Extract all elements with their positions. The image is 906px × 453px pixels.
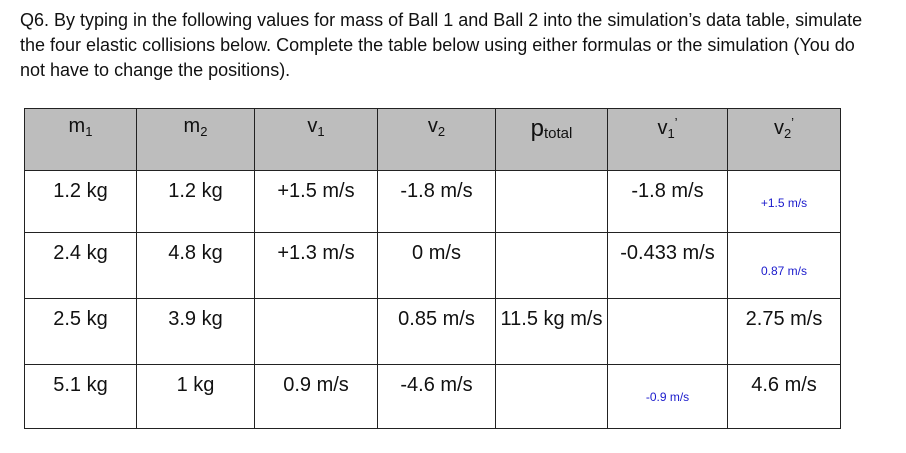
cell-v2: 0.85 m/s bbox=[377, 298, 496, 365]
cell-v1-prime: -1.8 m/s bbox=[607, 170, 728, 233]
collision-table: m1 m2 v1 v2 ptotal v1’ v2’ 1.2 kg 1.2 kg… bbox=[24, 108, 841, 429]
cell-m1: 2.5 kg bbox=[24, 298, 137, 365]
header-v1-prime: v1’ bbox=[607, 108, 728, 171]
cell-v2-prime: 0.87 m/s bbox=[727, 232, 841, 299]
header-v2-prime: v2’ bbox=[727, 108, 841, 171]
cell-v1-prime: -0.9 m/s bbox=[607, 364, 728, 429]
cell-v2: 0 m/s bbox=[377, 232, 496, 299]
answer-v2-prime: +1.5 m/s bbox=[760, 196, 808, 210]
answer-v1-prime: -0.9 m/s bbox=[645, 390, 690, 404]
cell-v2-prime: 2.75 m/s bbox=[727, 298, 841, 365]
question-text: Q6. By typing in the following values fo… bbox=[20, 10, 863, 80]
answer-v2-prime: 0.87 m/s bbox=[760, 264, 808, 278]
cell-m1: 1.2 kg bbox=[24, 170, 137, 233]
cell-v1: 0.9 m/s bbox=[254, 364, 378, 429]
cell-v1: +1.5 m/s bbox=[254, 170, 378, 233]
header-ptotal: ptotal bbox=[495, 108, 608, 171]
table-header-row: m1 m2 v1 v2 ptotal v1’ v2’ bbox=[24, 108, 841, 171]
cell-ptotal: 11.5 kg m/s bbox=[495, 298, 608, 365]
table-row: 1.2 kg 1.2 kg +1.5 m/s -1.8 m/s -1.8 m/s… bbox=[24, 170, 841, 233]
header-v2: v2 bbox=[377, 108, 496, 171]
table-row: 2.4 kg 4.8 kg +1.3 m/s 0 m/s -0.433 m/s … bbox=[24, 232, 841, 299]
cell-v2-prime: +1.5 m/s bbox=[727, 170, 841, 233]
cell-ptotal bbox=[495, 364, 608, 429]
cell-v1-prime: -0.433 m/s bbox=[607, 232, 728, 299]
table-row: 5.1 kg 1 kg 0.9 m/s -4.6 m/s -0.9 m/s 4.… bbox=[24, 364, 841, 429]
cell-m1: 2.4 kg bbox=[24, 232, 137, 299]
cell-m2: 1.2 kg bbox=[136, 170, 255, 233]
cell-ptotal bbox=[495, 170, 608, 233]
cell-v1 bbox=[254, 298, 378, 365]
header-m1: m1 bbox=[24, 108, 137, 171]
header-v1: v1 bbox=[254, 108, 378, 171]
cell-v1: +1.3 m/s bbox=[254, 232, 378, 299]
cell-v1-prime bbox=[607, 298, 728, 365]
header-m2: m2 bbox=[136, 108, 255, 171]
cell-ptotal bbox=[495, 232, 608, 299]
cell-v2: -4.6 m/s bbox=[377, 364, 496, 429]
cell-m2: 3.9 kg bbox=[136, 298, 255, 365]
table-row: 2.5 kg 3.9 kg 0.85 m/s 11.5 kg m/s 2.75 … bbox=[24, 298, 841, 365]
cell-v2-prime: 4.6 m/s bbox=[727, 364, 841, 429]
cell-v2: -1.8 m/s bbox=[377, 170, 496, 233]
cell-m1: 5.1 kg bbox=[24, 364, 137, 429]
cell-m2: 4.8 kg bbox=[136, 232, 255, 299]
cell-m2: 1 kg bbox=[136, 364, 255, 429]
